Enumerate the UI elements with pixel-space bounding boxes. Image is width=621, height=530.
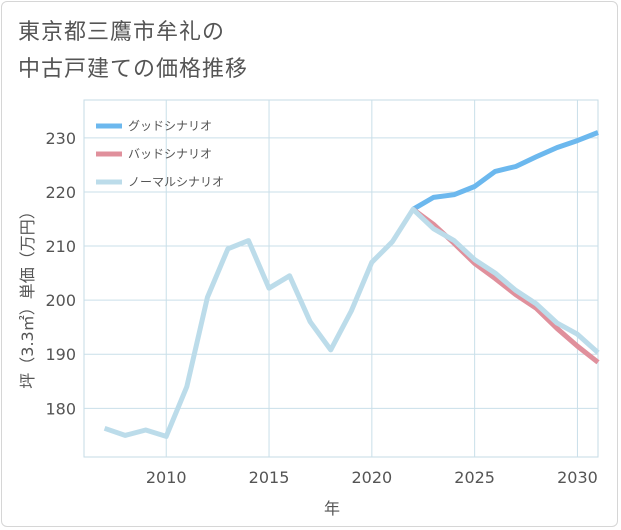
y-tick-label: 180 xyxy=(45,399,76,418)
x-tick-label: 2020 xyxy=(351,468,392,487)
y-tick-label: 190 xyxy=(45,345,76,364)
legend-label-0: グッドシナリオ xyxy=(128,119,212,133)
series-line-2 xyxy=(103,206,600,439)
y-gridlines xyxy=(84,137,598,409)
x-tick-label: 2015 xyxy=(249,468,290,487)
y-tick-labels: 180 190 200 210 220 230 xyxy=(45,129,76,418)
legend-label-2: ノーマルシナリオ xyxy=(128,175,224,189)
legend-label-1: バッドシナリオ xyxy=(128,147,212,161)
series-line-0 xyxy=(411,130,599,212)
y-tick-label: 220 xyxy=(45,183,76,202)
y-tick-label: 200 xyxy=(45,291,76,310)
series-layer xyxy=(103,130,600,439)
plot-area xyxy=(83,99,599,458)
chart-title: 東京都三鷹市牟礼の 中古戸建ての価格推移 xyxy=(18,14,248,88)
y-tick-label: 230 xyxy=(45,129,76,148)
x-tick-label: 2010 xyxy=(146,468,187,487)
chart-title-line2: 中古戸建ての価格推移 xyxy=(18,57,249,82)
y-axis-label: 坪（3.3㎡）単価（万円） xyxy=(18,203,37,388)
x-tick-label: 2025 xyxy=(454,468,495,487)
x-tick-labels: 2010 2015 2020 2025 2030 xyxy=(146,468,598,487)
x-axis-label: 年 xyxy=(324,499,340,518)
x-tick-label: 2030 xyxy=(557,468,598,487)
chart-title-line1: 東京都三鷹市牟礼の xyxy=(18,20,226,45)
y-tick-label: 210 xyxy=(45,237,76,256)
x-gridlines xyxy=(165,100,578,457)
